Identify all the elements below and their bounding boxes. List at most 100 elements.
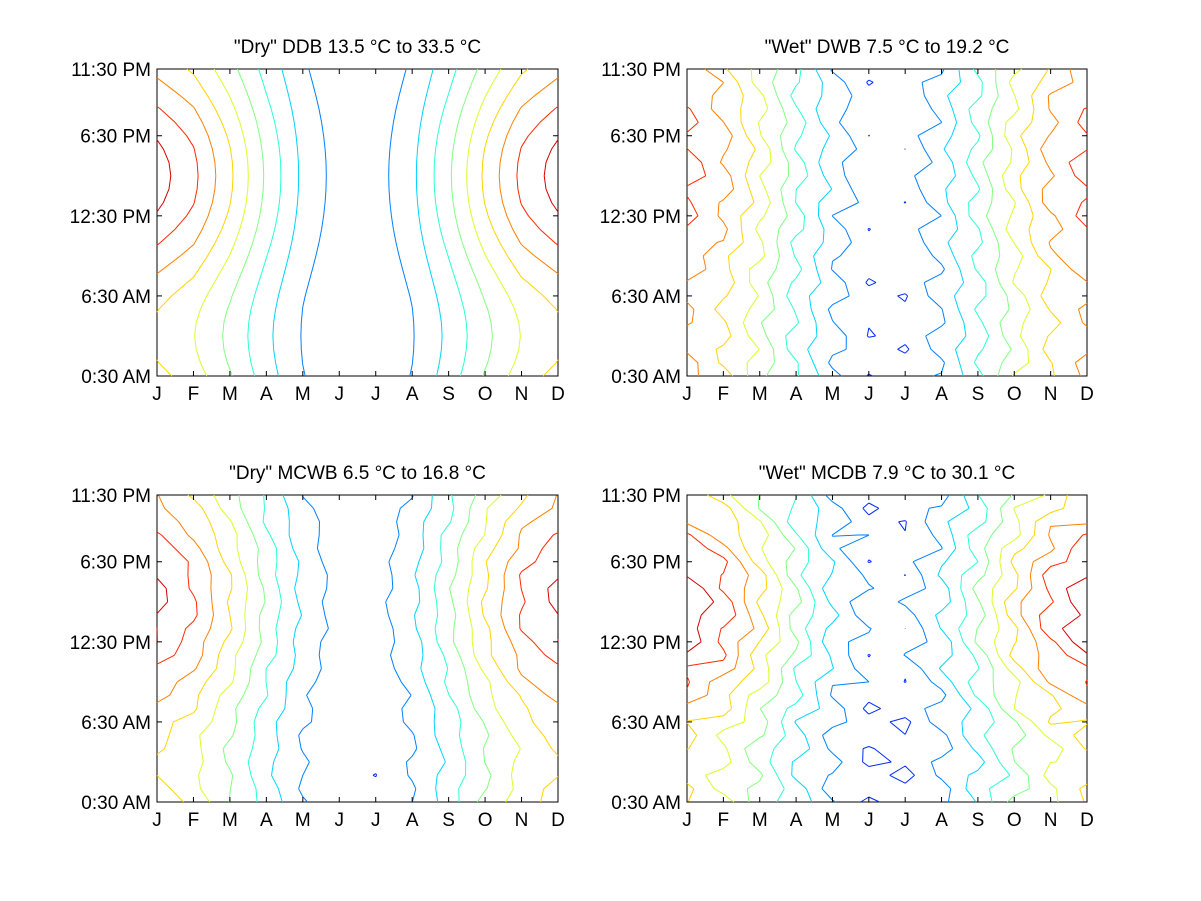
y-tick-label: 6:30 AM: [611, 287, 681, 308]
x-tick-label: N: [515, 810, 529, 831]
y-tick-label: 11:30 PM: [71, 60, 151, 81]
x-tick-label: J: [152, 810, 162, 831]
x-tick-label: O: [478, 810, 493, 831]
x-tick-label: N: [1044, 810, 1058, 831]
x-tick-label: A: [790, 384, 803, 405]
x-tick-label: D: [551, 384, 565, 405]
x-tick-label: J: [864, 810, 874, 831]
y-tick-label: 0:30 AM: [81, 793, 151, 814]
contour-line-10: [156, 106, 559, 246]
y-tick-label: 0:30 AM: [611, 793, 681, 814]
x-tick-label: J: [864, 384, 874, 405]
x-tick-label: M: [295, 384, 311, 405]
y-tick-label: 6:30 AM: [81, 713, 151, 734]
contour-line-4: [791, 494, 985, 803]
x-tick-label: A: [935, 384, 948, 405]
chart-title: "Wet" MCDB 7.9 °C to 30.1 °C: [759, 463, 1015, 484]
y-tick-label: 11:30 PM: [601, 60, 681, 81]
contour-line-11: [686, 576, 1088, 654]
x-tick-label: O: [1007, 810, 1022, 831]
y-tick-label: 11:30 PM: [601, 486, 681, 507]
x-tick-label: S: [972, 810, 985, 831]
x-tick-label: M: [222, 384, 238, 405]
y-tick-label: 0:30 AM: [81, 367, 151, 388]
contour-line-8: [686, 494, 1088, 803]
y-tick-label: 6:30 AM: [611, 713, 681, 734]
contour-line-5: [247, 68, 468, 377]
plot-area: [686, 68, 1088, 377]
x-tick-label: J: [900, 384, 910, 405]
y-tick-label: 6:30 PM: [80, 553, 151, 574]
contour-panel-3: "Dry" MCWB 6.5 °C to 16.8 °C J F M A M J J A S O N D…: [70, 463, 565, 831]
chart-title: "Dry" MCWB 6.5 °C to 16.8 °C: [229, 463, 486, 484]
contour-line-4: [272, 68, 443, 377]
contour-line-2: [865, 79, 910, 377]
y-tick-label: 0:30 AM: [611, 367, 681, 388]
x-tick-label: A: [260, 810, 273, 831]
contour-line-3: [298, 494, 418, 803]
y-tick-label: 11:30 PM: [71, 486, 151, 507]
contour-line-5: [769, 494, 1011, 803]
x-tick-label: S: [972, 384, 985, 405]
x-tick-label: A: [935, 810, 948, 831]
x-tick-label: N: [515, 384, 529, 405]
x-tick-label: J: [682, 810, 692, 831]
contour-panel-1: "Dry" DDB 13.5 °C to 33.5 °C J F M A M J J A S O N D…: [70, 37, 565, 405]
contour-panel-2: "Wet" DWB 7.5 °C to 19.2 °C J F M A M J J A S O N D 0…: [600, 37, 1094, 405]
x-tick-label: J: [152, 384, 162, 405]
contour-line-10: [686, 106, 1088, 228]
contour-line-2: [372, 773, 378, 778]
x-tick-label: F: [718, 810, 730, 831]
contour-line-10: [686, 532, 1088, 689]
contour-line-7: [198, 494, 521, 803]
x-tick-label: J: [371, 810, 381, 831]
plot-area: [686, 494, 1088, 803]
x-tick-label: M: [222, 810, 238, 831]
x-tick-label: A: [790, 810, 803, 831]
x-tick-label: M: [752, 384, 768, 405]
y-tick-label: 6:30 PM: [80, 127, 151, 148]
y-tick-label: 12:30 PM: [70, 207, 151, 228]
contour-line-6: [760, 68, 1012, 377]
plot-area: [156, 68, 559, 377]
x-tick-label: F: [188, 384, 200, 405]
contour-line-4: [807, 68, 967, 377]
x-tick-label: D: [551, 810, 565, 831]
contour-line-5: [247, 494, 467, 803]
contour-line-7: [742, 68, 1031, 377]
x-tick-label: M: [825, 384, 841, 405]
contour-line-8: [156, 68, 559, 377]
y-tick-label: 6:30 PM: [610, 127, 681, 148]
x-tick-label: J: [682, 384, 692, 405]
x-tick-label: J: [371, 384, 381, 405]
chart-title: "Wet" DWB 7.5 °C to 19.2 °C: [765, 37, 1010, 58]
contour-line-4: [271, 494, 446, 803]
x-tick-label: A: [406, 810, 419, 831]
y-tick-label: 6:30 PM: [610, 553, 681, 574]
x-tick-label: J: [335, 384, 345, 405]
x-tick-label: F: [188, 810, 200, 831]
y-tick-label: 12:30 PM: [70, 633, 151, 654]
x-tick-label: F: [718, 384, 730, 405]
contour-line-7: [704, 494, 1064, 803]
x-tick-label: D: [1080, 384, 1094, 405]
x-tick-label: A: [406, 384, 419, 405]
contour-line-8: [714, 68, 1062, 377]
contour-line-8: [156, 494, 559, 803]
plot-area: [156, 494, 559, 803]
contour-line-6: [222, 68, 493, 377]
contour-panel-4: "Wet" MCDB 7.9 °C to 30.1 °C J F M A M J J A S O N D…: [600, 463, 1094, 831]
x-tick-label: O: [1007, 384, 1022, 405]
contour-line-5: [785, 68, 990, 377]
contour-line-6: [744, 494, 1030, 803]
y-tick-label: 12:30 PM: [600, 633, 681, 654]
x-tick-label: M: [295, 810, 311, 831]
contour-line-3: [821, 494, 954, 803]
x-tick-label: M: [825, 810, 841, 831]
x-tick-label: N: [1044, 384, 1058, 405]
contour-line-9: [156, 494, 559, 704]
x-tick-label: S: [442, 384, 455, 405]
contour-line-9: [686, 523, 1088, 705]
contour-line-10: [156, 531, 559, 665]
